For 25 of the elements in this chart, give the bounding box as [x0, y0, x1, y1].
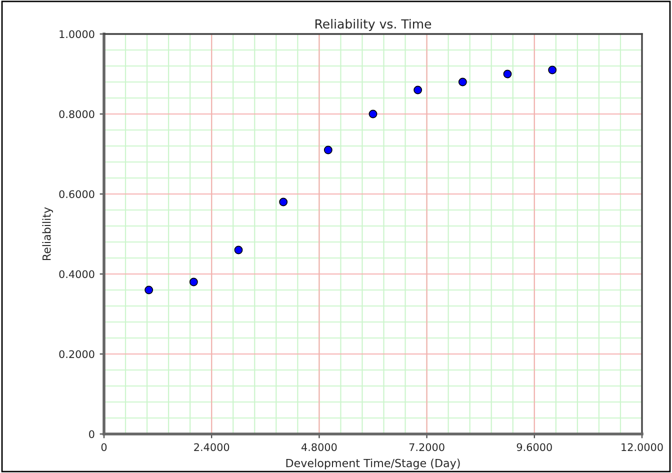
x-tick-label: 0 [101, 443, 107, 452]
x-tick-label: 2.4000 [194, 443, 230, 452]
y-tick-label: 0.2000 [59, 350, 94, 358]
point [279, 198, 288, 206]
point [458, 78, 467, 86]
point [414, 86, 422, 94]
x-tick-label: 4.8000 [301, 443, 337, 452]
chart-title: Reliability vs. Time [315, 18, 432, 32]
point [368, 110, 378, 118]
x-tick-label: 7.2000 [409, 443, 444, 452]
point [324, 146, 332, 154]
y-tick-label: 0 [89, 430, 94, 438]
point [234, 246, 243, 254]
point [189, 278, 198, 286]
y-tick-label: 0.4000 [59, 270, 94, 278]
x-axis-title: Development Time/Stage (Day) [286, 458, 460, 470]
point [503, 70, 512, 78]
y-tick-label: 0.8000 [59, 110, 94, 118]
point [548, 66, 557, 74]
y-tick-label: 1.0000 [60, 30, 94, 38]
x-tick-label: 12.0000 [622, 443, 663, 452]
point [144, 286, 154, 294]
y-axis-title: Reliability [42, 207, 53, 260]
x-tick-label: 9.6000 [516, 443, 552, 452]
y-tick-label: 0.6000 [59, 190, 94, 198]
